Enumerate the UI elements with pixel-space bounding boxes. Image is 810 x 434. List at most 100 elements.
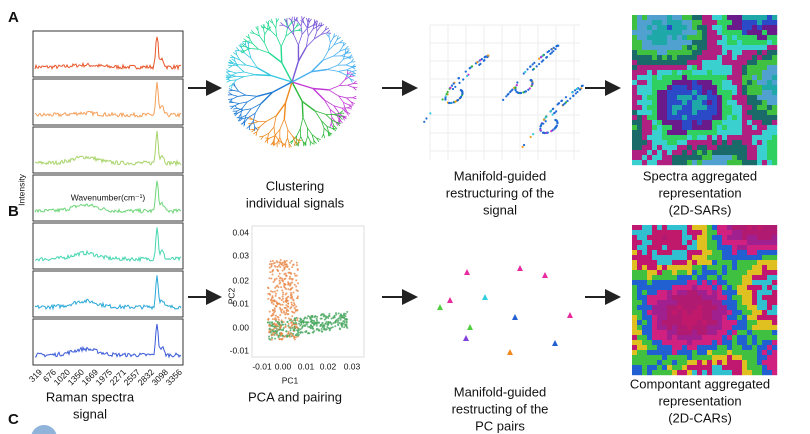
point (294, 310, 297, 313)
point (283, 311, 286, 314)
heat-cell (742, 150, 748, 156)
heat-cell (697, 345, 703, 351)
y-tick-label: -0.01 (230, 345, 250, 355)
heat-cell (652, 75, 658, 81)
heat-cell (727, 95, 733, 101)
heat-cell (687, 110, 693, 116)
heat-cell (687, 310, 693, 316)
heat-cell (767, 265, 773, 271)
heat-cell (727, 270, 733, 276)
heat-cell (687, 225, 693, 231)
heat-cell (717, 145, 723, 151)
heat-cell (642, 60, 648, 66)
heat-cell (757, 265, 763, 271)
tree-branch (329, 123, 332, 128)
heat-cell (657, 230, 663, 236)
heat-cell (687, 130, 693, 136)
heat-cell (647, 40, 653, 46)
heat-cell (662, 250, 668, 256)
heat-cell (757, 255, 763, 261)
tree-branch (283, 24, 290, 29)
heat-cell (657, 130, 663, 136)
heat-cell (687, 15, 693, 21)
point (487, 54, 490, 57)
heat-cell (692, 100, 698, 106)
spectrum-frame (32, 30, 184, 78)
heat-cell (757, 245, 763, 251)
x-tick-label: 0.02 (320, 361, 337, 371)
heat-cell (642, 240, 648, 246)
heat-cell (762, 35, 768, 41)
point (268, 310, 271, 313)
heat-cell (652, 110, 658, 116)
point (290, 332, 293, 335)
point (268, 266, 271, 269)
marker (437, 304, 443, 310)
point (271, 295, 274, 298)
point (281, 308, 284, 311)
point (304, 316, 307, 319)
heat-cell (762, 85, 768, 91)
heat-cell (642, 235, 648, 241)
heat-cell (762, 235, 768, 241)
heat-cell (757, 370, 763, 376)
caption: individual signals (246, 195, 345, 210)
point (545, 56, 548, 59)
heat-cell (767, 70, 773, 76)
point (292, 304, 295, 307)
heat-cell (682, 345, 688, 351)
heat-cell (647, 55, 653, 61)
heat-cell (652, 80, 658, 86)
heat-cell (707, 25, 713, 31)
heat-cell (712, 345, 718, 351)
heat-cell (752, 335, 758, 341)
heat-cell (727, 230, 733, 236)
tree-branch (253, 131, 258, 135)
point (337, 317, 340, 320)
heat-cell (762, 285, 768, 291)
heat-cell (712, 365, 718, 371)
heat-cell (767, 310, 773, 316)
heat-cell (772, 270, 778, 276)
point (277, 286, 280, 289)
tree-branch (284, 81, 293, 104)
heat-cell (687, 60, 693, 66)
point (543, 131, 546, 135)
heat-cell (727, 30, 733, 36)
heat-cell (662, 140, 668, 146)
heat-cell (772, 100, 778, 106)
heat-cell (737, 240, 743, 246)
point (293, 303, 296, 306)
heat-cell (687, 160, 693, 166)
heat-cell (682, 140, 688, 146)
heat-cell (722, 15, 728, 21)
point (315, 324, 318, 327)
heat-cell (722, 355, 728, 361)
point (280, 319, 283, 322)
heat-cell (677, 340, 683, 346)
point (267, 297, 270, 300)
heat-cell (657, 235, 663, 241)
heat-cell (737, 285, 743, 291)
heat-cell (737, 75, 743, 81)
tree-branch (329, 109, 333, 118)
heat-cell (647, 225, 653, 231)
heat-cell (637, 150, 643, 156)
tree-branch (291, 20, 294, 27)
point (274, 294, 277, 297)
heat-cell (752, 135, 758, 141)
tree-branch (230, 71, 237, 74)
heat-cell (662, 40, 668, 46)
heat-cell (707, 125, 713, 131)
heat-cell (732, 245, 738, 251)
heat-cell (737, 295, 743, 301)
heat-cell (637, 325, 643, 331)
heat-cell (737, 275, 743, 281)
heat-cell (767, 230, 773, 236)
tree-branch (314, 110, 326, 115)
point (270, 338, 273, 341)
heat-cell (762, 25, 768, 31)
heat-cell (727, 335, 733, 341)
heat-cell (727, 70, 733, 76)
x-tick-label: -0.01 (252, 361, 272, 371)
